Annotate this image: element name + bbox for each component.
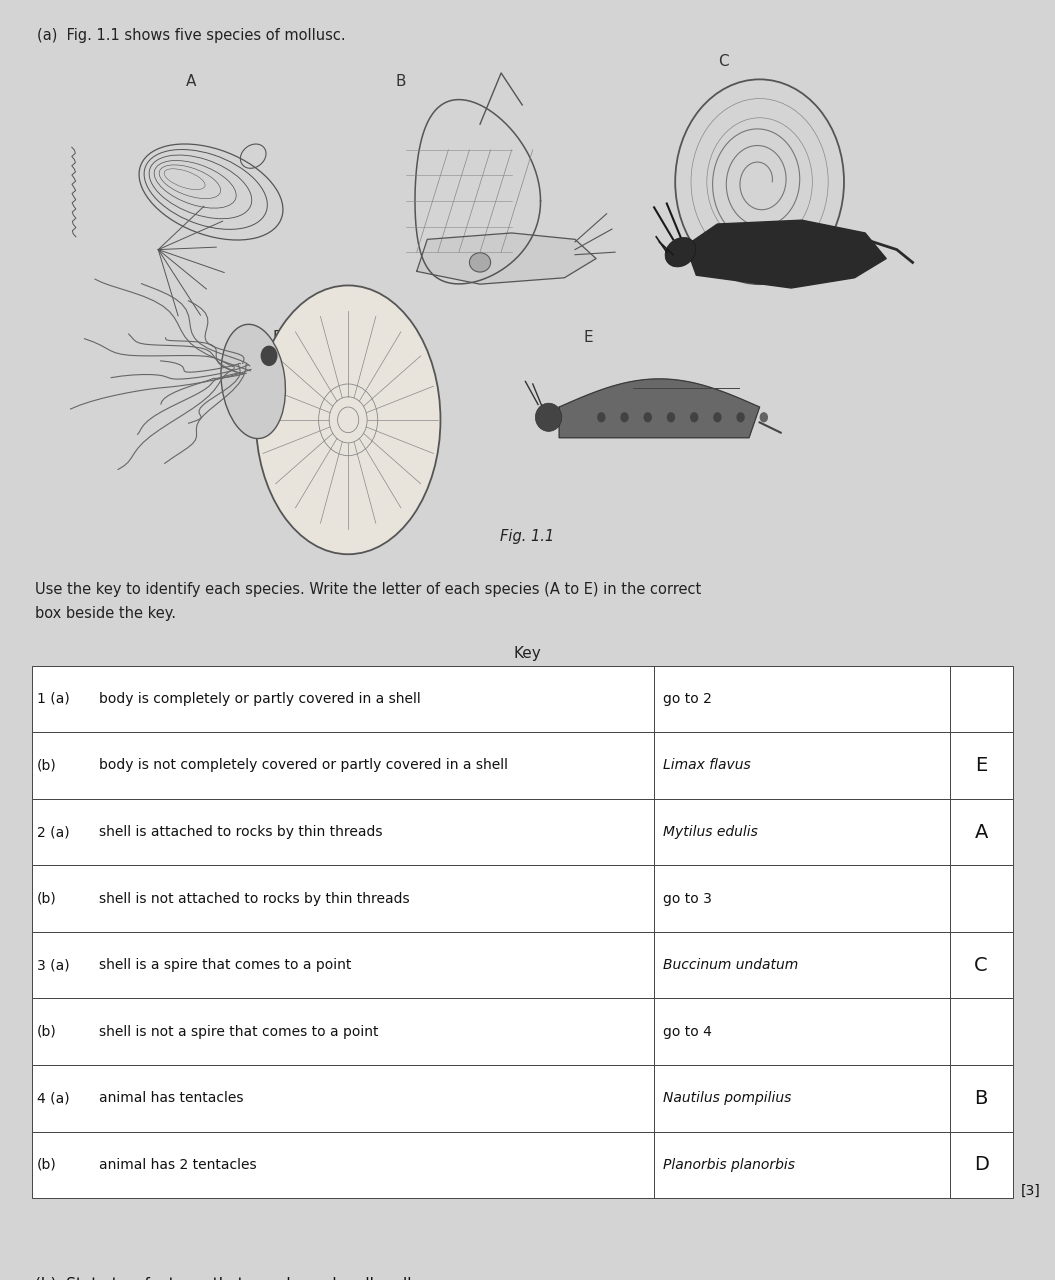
Text: E: E <box>583 330 593 346</box>
Bar <box>32 1132 1013 1198</box>
Text: shell is a spire that comes to a point: shell is a spire that comes to a point <box>99 959 351 972</box>
Ellipse shape <box>665 237 696 268</box>
Text: (a)  Fig. 1.1 shows five species of mollusc.: (a) Fig. 1.1 shows five species of mollu… <box>37 28 346 44</box>
Text: animal has 2 tentacles: animal has 2 tentacles <box>99 1158 256 1171</box>
Circle shape <box>597 412 606 422</box>
Text: Key: Key <box>514 646 541 662</box>
Text: (b): (b) <box>37 1025 57 1038</box>
Polygon shape <box>559 379 760 438</box>
Text: C: C <box>975 956 987 974</box>
Text: go to 2: go to 2 <box>663 692 711 705</box>
Bar <box>32 865 1013 932</box>
Text: 3 (a): 3 (a) <box>37 959 70 972</box>
Text: [3]: [3] <box>1021 1184 1041 1198</box>
Circle shape <box>760 412 768 422</box>
Ellipse shape <box>256 285 441 554</box>
Text: C: C <box>718 54 729 69</box>
Bar <box>32 666 1013 732</box>
Circle shape <box>644 412 652 422</box>
Text: shell is not a spire that comes to a point: shell is not a spire that comes to a poi… <box>99 1025 379 1038</box>
Text: body is completely or partly covered in a shell: body is completely or partly covered in … <box>99 692 421 705</box>
Circle shape <box>690 412 698 422</box>
Text: (b): (b) <box>37 892 57 905</box>
Text: shell is not attached to rocks by thin threads: shell is not attached to rocks by thin t… <box>99 892 409 905</box>
Text: go to 4: go to 4 <box>663 1025 711 1038</box>
Text: go to 3: go to 3 <box>663 892 711 905</box>
Bar <box>32 799 1013 865</box>
Text: 1 (a): 1 (a) <box>37 692 70 705</box>
Text: B: B <box>396 74 406 90</box>
Text: Use the key to identify each species. Write the letter of each species (A to E) : Use the key to identify each species. Wr… <box>35 582 702 621</box>
Polygon shape <box>686 220 886 288</box>
Text: D: D <box>974 1156 989 1174</box>
Text: 2 (a): 2 (a) <box>37 826 70 838</box>
Bar <box>32 998 1013 1065</box>
Text: (b): (b) <box>37 1158 57 1171</box>
Text: Planorbis planorbis: Planorbis planorbis <box>663 1158 794 1171</box>
Ellipse shape <box>536 403 562 431</box>
Text: body is not completely covered or partly covered in a shell: body is not completely covered or partly… <box>99 759 509 772</box>
Text: animal has tentacles: animal has tentacles <box>99 1092 244 1105</box>
Text: B: B <box>975 1089 987 1107</box>
Bar <box>32 932 1013 998</box>
Text: 4 (a): 4 (a) <box>37 1092 70 1105</box>
Text: Buccinum undatum: Buccinum undatum <box>663 959 798 972</box>
Text: shell is attached to rocks by thin threads: shell is attached to rocks by thin threa… <box>99 826 383 838</box>
Circle shape <box>667 412 675 422</box>
Circle shape <box>261 346 277 366</box>
Text: A: A <box>186 74 196 90</box>
Text: E: E <box>975 756 987 774</box>
Circle shape <box>713 412 722 422</box>
Text: D: D <box>272 330 284 346</box>
Text: Mytilus edulis: Mytilus edulis <box>663 826 757 838</box>
Bar <box>32 732 1013 799</box>
Text: Fig. 1.1: Fig. 1.1 <box>500 529 555 544</box>
Bar <box>32 1065 1013 1132</box>
Ellipse shape <box>469 253 491 273</box>
Polygon shape <box>417 233 596 284</box>
Text: (b): (b) <box>37 759 57 772</box>
Ellipse shape <box>220 324 286 439</box>
Text: A: A <box>975 823 987 841</box>
Text: (b)  State two features that are shown by all molluscs.: (b) State two features that are shown by… <box>35 1277 450 1280</box>
Circle shape <box>736 412 745 422</box>
Text: Nautilus pompilius: Nautilus pompilius <box>663 1092 791 1105</box>
Text: Limax flavus: Limax flavus <box>663 759 750 772</box>
Circle shape <box>620 412 629 422</box>
